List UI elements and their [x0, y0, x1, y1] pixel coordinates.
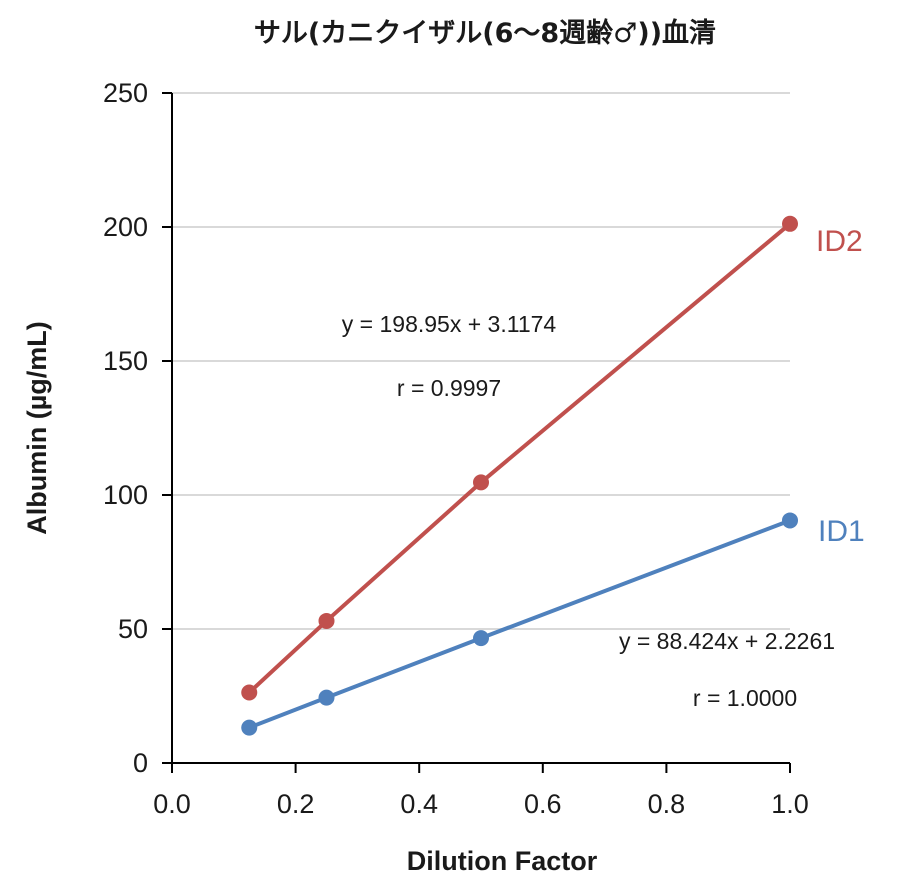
data-point [241, 684, 258, 701]
y-tick-label: 250 [103, 78, 148, 108]
y-tick-label: 150 [103, 346, 148, 376]
series-id2: ID2 [241, 215, 863, 701]
data-point [473, 630, 489, 647]
series-label: ID1 [818, 515, 865, 548]
data-point [782, 215, 798, 232]
x-tick-label: 0.0 [153, 789, 191, 819]
series-group: ID1 ID2 [241, 215, 865, 736]
regression-equation: y = 88.424x + 2.2261 [619, 628, 835, 654]
x-tick-labels: 0.0 0.2 0.4 0.6 0.8 1.0 [153, 789, 809, 819]
x-tick-label: 0.4 [400, 789, 438, 819]
y-tick-label: 0 [133, 748, 148, 778]
chart-title: サル(カニクイザル(6～8週齢♂))血清 [254, 17, 716, 49]
series-line [248, 518, 791, 730]
series-id1: ID1 [241, 512, 865, 736]
series-line [247, 222, 792, 694]
data-point [473, 474, 489, 491]
y-tick-label: 200 [103, 212, 148, 242]
y-tick-label: 100 [103, 480, 148, 510]
x-tick-label: 0.8 [648, 789, 686, 819]
x-tick-label: 0.6 [524, 789, 562, 819]
y-axis-title: Albumin (µg/mL) [22, 321, 52, 535]
annotations: y = 88.424x + 2.2261 r = 1.0000 y = 198.95… [342, 311, 835, 711]
correlation-coefficient: r = 1.0000 [693, 685, 797, 711]
data-point [241, 719, 258, 736]
gridlines [172, 92, 790, 630]
correlation-coefficient: r = 0.9997 [397, 375, 501, 401]
series-label: ID2 [816, 225, 863, 258]
x-tick-label: 1.0 [771, 789, 809, 819]
data-point [318, 612, 335, 629]
data-point [318, 689, 335, 706]
data-point [782, 512, 798, 529]
regression-equation: y = 198.95x + 3.1174 [342, 311, 557, 337]
x-tick-label: 0.2 [277, 789, 315, 819]
axes [162, 92, 791, 773]
x-axis-title: Dilution Factor [407, 846, 598, 876]
y-tick-label: 50 [118, 614, 148, 644]
y-tick-labels: 0 50 100 150 200 250 [103, 78, 148, 778]
